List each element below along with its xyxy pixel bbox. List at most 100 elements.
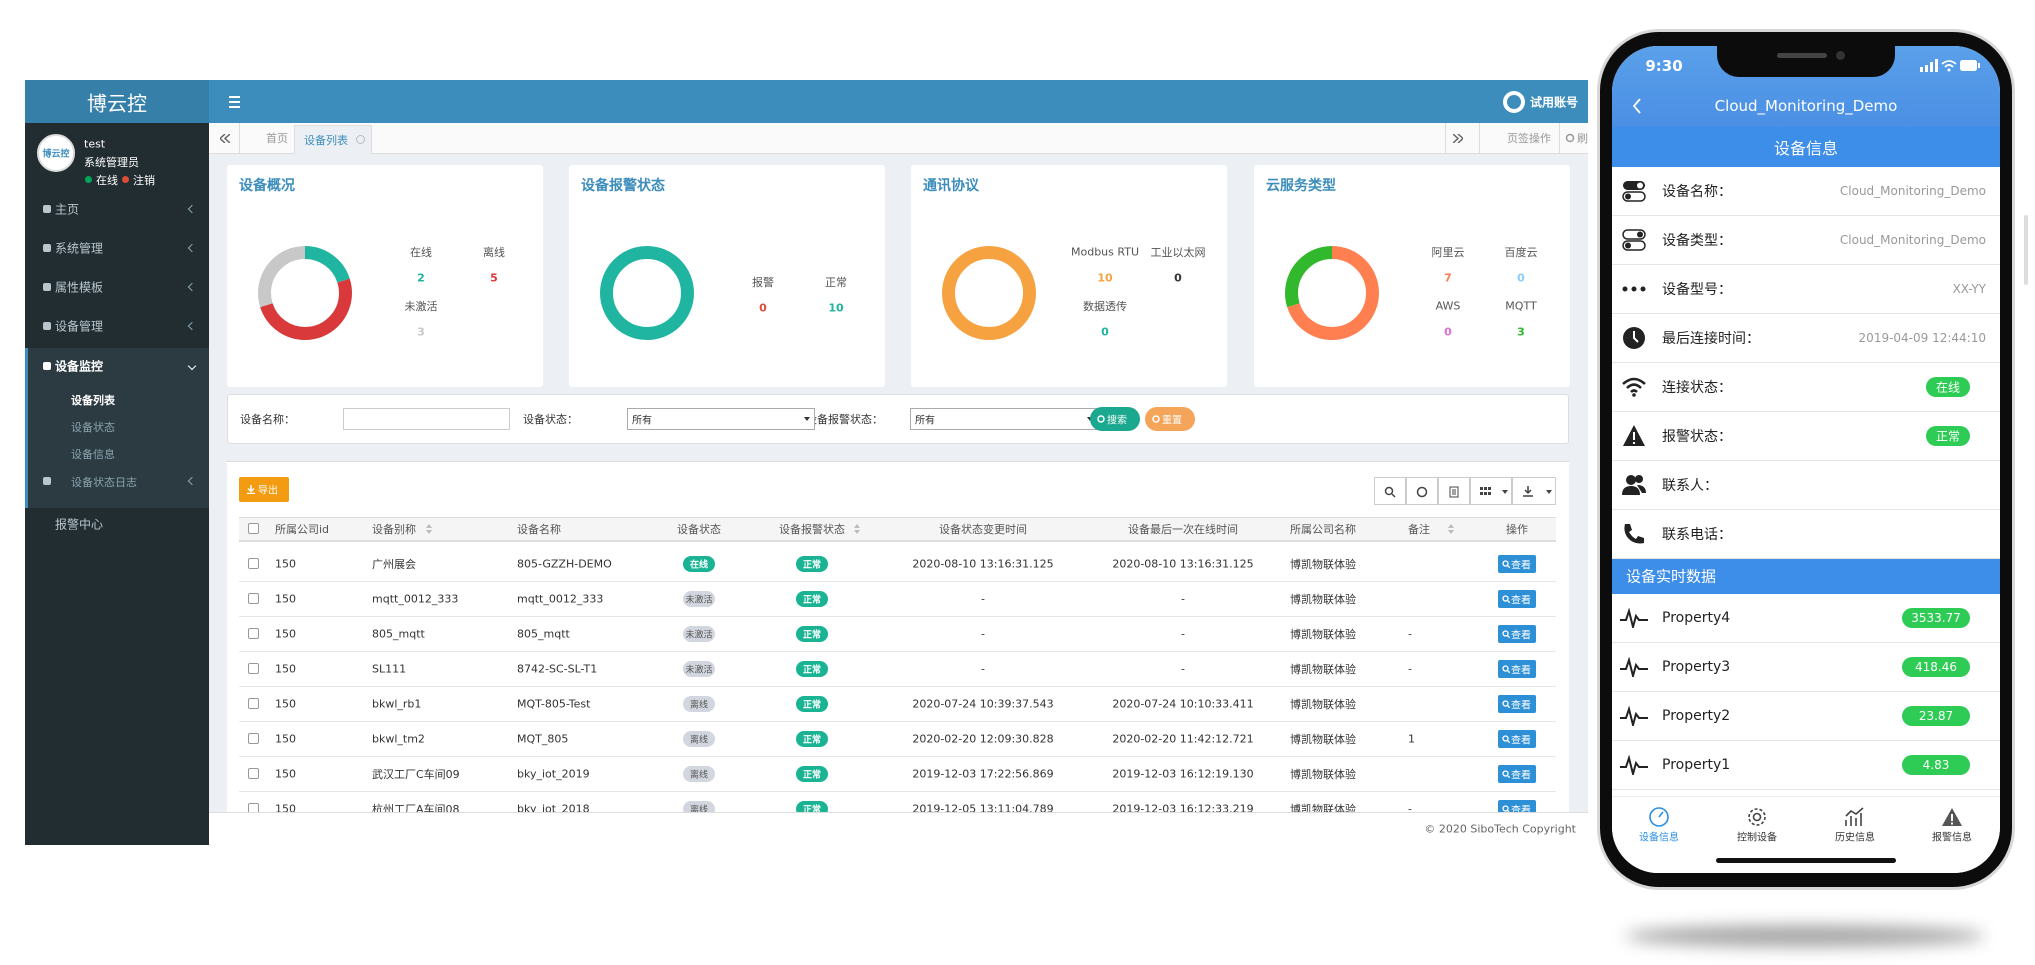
row-checkbox[interactable] bbox=[248, 628, 259, 639]
button[interactable]: 搜索 bbox=[1090, 407, 1140, 431]
toolbar-button[interactable] bbox=[1438, 477, 1470, 505]
row-checkbox[interactable] bbox=[248, 593, 259, 604]
row-icon-part bbox=[1622, 240, 1646, 251]
toolbar-button[interactable] bbox=[1374, 477, 1406, 505]
tab-divider bbox=[1479, 123, 1480, 154]
view-text[interactable]: 查看 bbox=[1511, 665, 1531, 677]
row-checkbox[interactable] bbox=[248, 698, 259, 709]
row-icon-part bbox=[1622, 286, 1628, 292]
button-text[interactable]: 重置 bbox=[1162, 415, 1182, 427]
notch bbox=[1717, 43, 1895, 77]
menu-item[interactable]: 主页 bbox=[55, 202, 80, 217]
view-icon bbox=[1502, 770, 1510, 778]
badge-text: 正常 bbox=[802, 665, 822, 676]
pulse-icon bbox=[1620, 608, 1648, 628]
select[interactable]: 所有 bbox=[910, 408, 1098, 430]
submenu-item[interactable]: 设备列表 bbox=[71, 394, 115, 407]
status-badge: 正常 bbox=[796, 801, 828, 812]
export-text[interactable]: 导出 bbox=[258, 485, 278, 497]
view-button[interactable]: 查看 bbox=[1498, 590, 1536, 608]
menu-icon bbox=[43, 477, 51, 485]
view-text[interactable]: 查看 bbox=[1511, 805, 1531, 813]
row-checkbox[interactable] bbox=[248, 733, 259, 744]
row-checkbox[interactable] bbox=[248, 768, 259, 779]
button-icon-part bbox=[1152, 415, 1160, 423]
menu-item[interactable]: 设备管理 bbox=[55, 319, 104, 334]
legend-label: 在线 bbox=[410, 246, 432, 259]
view-text[interactable]: 查看 bbox=[1511, 595, 1531, 607]
view-button[interactable]: 查看 bbox=[1498, 695, 1536, 713]
column-header: 设备状态 bbox=[677, 523, 721, 536]
toolbar-button[interactable] bbox=[1470, 477, 1512, 505]
toolbar-button[interactable] bbox=[1406, 477, 1438, 505]
refresh-icon bbox=[1565, 133, 1575, 143]
submenu-item[interactable]: 设备状态 bbox=[71, 421, 115, 434]
tab-label[interactable]: 报警信息 bbox=[1932, 832, 1972, 844]
toolbar-button[interactable] bbox=[1512, 477, 1556, 505]
tab-label[interactable]: 历史信息 bbox=[1835, 832, 1875, 844]
tab-active[interactable]: 设备列表 bbox=[294, 125, 372, 154]
legend-value: 5 bbox=[490, 271, 498, 285]
tab-actions[interactable]: 页签操作 bbox=[1507, 132, 1551, 145]
row-checkbox[interactable] bbox=[248, 663, 259, 674]
logo-text: 博云控 bbox=[87, 91, 147, 116]
view-button[interactable]: 查看 bbox=[1498, 625, 1536, 643]
view-button[interactable]: 查看 bbox=[1498, 660, 1536, 678]
sort-icon bbox=[1448, 524, 1454, 534]
submenu-item[interactable]: 设备状态日志 bbox=[71, 476, 137, 489]
view-text[interactable]: 查看 bbox=[1511, 770, 1531, 782]
tab-icon-part bbox=[1845, 807, 1864, 826]
view-button[interactable]: 查看 bbox=[1498, 765, 1536, 783]
menu-item[interactable]: 系统管理 bbox=[55, 241, 104, 256]
tab-bar: 首页 设备列表 页签操作 刷新 bbox=[209, 123, 1588, 154]
row-label: 联系电话： bbox=[1662, 527, 1732, 543]
view-button[interactable]: 查看 bbox=[1498, 555, 1536, 573]
tab-icon-part bbox=[1748, 808, 1766, 826]
property-value: 4.83 bbox=[1922, 758, 1950, 772]
row-checkbox[interactable] bbox=[248, 558, 259, 569]
header-checkbox[interactable] bbox=[248, 523, 259, 534]
property-row: Property3 418.46 bbox=[1612, 643, 2000, 692]
legend-label: 离线 bbox=[483, 246, 505, 259]
view-text[interactable]: 查看 bbox=[1511, 560, 1531, 572]
select[interactable]: 所有 bbox=[627, 408, 815, 430]
button-text[interactable]: 搜索 bbox=[1107, 415, 1127, 427]
table-cell: - bbox=[1181, 627, 1185, 641]
view-text[interactable]: 查看 bbox=[1511, 735, 1531, 747]
view-button[interactable]: 查看 bbox=[1498, 800, 1536, 812]
tab-divider bbox=[1445, 123, 1446, 154]
user-role: 系统管理员 bbox=[84, 156, 139, 169]
button[interactable]: 重置 bbox=[1145, 407, 1195, 431]
submenu-item[interactable]: 设备信息 bbox=[71, 448, 115, 461]
tab-refresh[interactable]: 刷新 bbox=[1577, 132, 1588, 145]
row-divider bbox=[239, 721, 1556, 722]
select-value: 所有 bbox=[915, 415, 935, 427]
refresh-icon-part bbox=[1565, 133, 1575, 143]
row-divider bbox=[239, 581, 1556, 582]
menu-item[interactable]: 报警中心 bbox=[55, 517, 104, 532]
sort-icon bbox=[426, 524, 432, 534]
view-button[interactable]: 查看 bbox=[1498, 730, 1536, 748]
row-icon bbox=[1623, 327, 1645, 349]
tab-label[interactable]: 控制设备 bbox=[1737, 832, 1777, 844]
export-button[interactable]: 导出 bbox=[239, 477, 289, 502]
name-input[interactable] bbox=[343, 408, 510, 430]
row-checkbox[interactable] bbox=[248, 803, 259, 812]
tab-icon bbox=[1845, 807, 1864, 826]
menu-item[interactable]: 设备监控 bbox=[55, 359, 104, 374]
caret bbox=[1546, 490, 1552, 494]
row-icon-part bbox=[1640, 286, 1646, 292]
info-row: 设备名称： Cloud_Monitoring_Demo bbox=[1612, 167, 2000, 216]
tab-label[interactable]: 设备信息 bbox=[1639, 832, 1679, 844]
row-divider bbox=[239, 791, 1556, 792]
card-title: 设备报警状态 bbox=[581, 178, 665, 194]
property-value: 3533.77 bbox=[1911, 611, 1961, 625]
tab[interactable]: 设备列表 bbox=[304, 134, 348, 147]
logout-link[interactable]: 注销 bbox=[133, 174, 155, 187]
menu-item[interactable]: 属性模板 bbox=[55, 280, 104, 295]
menu-toggle-part bbox=[229, 96, 240, 98]
view-text[interactable]: 查看 bbox=[1511, 700, 1531, 712]
view-text[interactable]: 查看 bbox=[1511, 630, 1531, 642]
tab[interactable]: 首页 bbox=[266, 132, 288, 145]
status-badge: 未激活 bbox=[683, 661, 715, 677]
